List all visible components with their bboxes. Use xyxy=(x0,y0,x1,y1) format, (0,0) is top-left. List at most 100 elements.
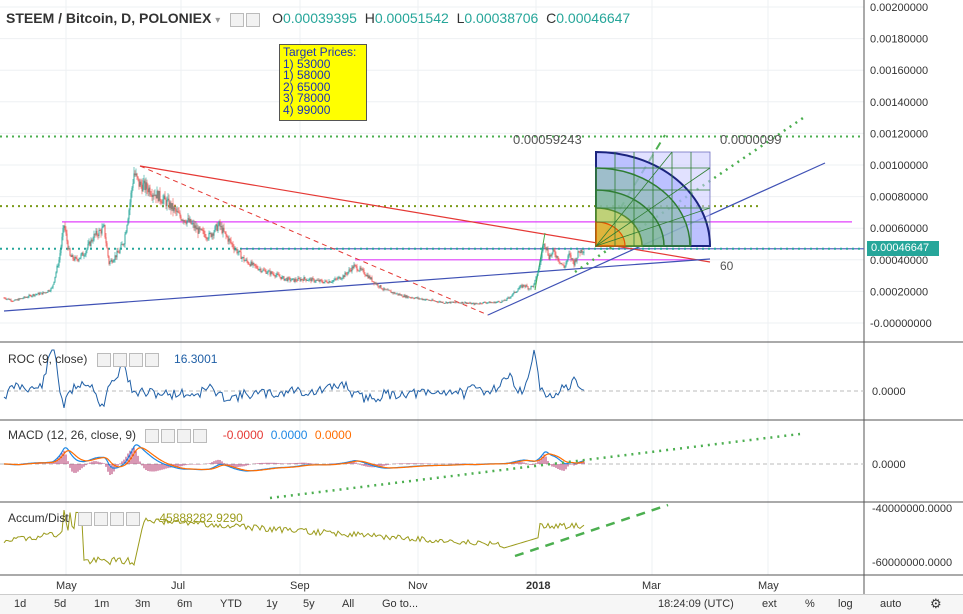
plus-icon[interactable] xyxy=(128,353,143,368)
range-all[interactable]: All xyxy=(342,598,355,610)
gear-icon[interactable]: ⚙ xyxy=(930,596,942,611)
candle-body xyxy=(548,255,550,260)
candle-body xyxy=(420,298,422,300)
candle-body xyxy=(230,240,232,243)
price-axis[interactable]: -0.00000000 0.00020000 0.00040000 0.0006000… xyxy=(870,2,932,330)
roc-title[interactable]: ROC (9, close) xyxy=(8,352,88,366)
eye-icon[interactable] xyxy=(145,429,160,444)
eye-icon[interactable] xyxy=(230,13,245,28)
symbol-title[interactable]: STEEM / Bitcoin, D, POLONIEX xyxy=(6,10,212,26)
candle-body xyxy=(424,299,426,301)
candle-body xyxy=(155,194,157,199)
candle-body xyxy=(289,277,291,281)
candle-body xyxy=(132,183,134,188)
candle-body xyxy=(103,224,105,226)
close-value: 0.00046647 xyxy=(556,10,631,26)
plus-icon[interactable] xyxy=(110,512,125,527)
candle-body xyxy=(26,297,28,299)
candle-body xyxy=(199,227,201,230)
gear-icon[interactable] xyxy=(94,512,109,527)
price-tick-label: -0.00000000 xyxy=(870,318,932,330)
candle-body xyxy=(94,233,96,235)
accum-dashed-trendline[interactable] xyxy=(514,503,669,558)
candle-body xyxy=(482,302,484,304)
target-prices-note[interactable]: Target Prices: 1) 53000 1) 58000 2) 6500… xyxy=(279,44,367,121)
candle-body xyxy=(472,303,474,305)
accum-title[interactable]: Accum/Dist xyxy=(8,511,69,525)
auto-toggle[interactable]: auto xyxy=(880,598,902,610)
candle-body xyxy=(554,250,556,255)
ext-toggle[interactable]: ext xyxy=(762,598,777,610)
candle-body xyxy=(444,302,446,304)
macd-dotted-trendline[interactable] xyxy=(269,432,801,500)
percent-toggle[interactable]: % xyxy=(805,598,815,610)
candle-body xyxy=(153,194,155,196)
candle-body xyxy=(529,288,531,290)
range-3m[interactable]: 3m xyxy=(135,598,151,610)
candle-body xyxy=(443,303,445,304)
close-icon[interactable] xyxy=(144,353,159,368)
candle-body xyxy=(193,223,195,228)
range-ytd[interactable]: YTD xyxy=(220,598,242,610)
symbol-dropdown-icon[interactable]: ▾ xyxy=(215,15,221,26)
plus-icon[interactable] xyxy=(177,429,192,444)
candle-body xyxy=(267,271,269,273)
gear-icon[interactable] xyxy=(112,353,127,368)
log-toggle[interactable]: log xyxy=(838,598,853,610)
range-1m[interactable]: 1m xyxy=(94,598,110,610)
candle-body xyxy=(306,280,308,282)
close-icon[interactable] xyxy=(126,512,141,527)
candle-body xyxy=(61,236,63,247)
candle-body xyxy=(282,276,284,278)
candle-body xyxy=(439,301,441,303)
gear-icon[interactable] xyxy=(161,429,176,444)
roc-icons xyxy=(96,352,161,368)
candle-body xyxy=(13,300,15,302)
candle-body xyxy=(433,300,435,302)
range-5y[interactable]: 5y xyxy=(303,598,315,610)
candle-body xyxy=(465,302,467,304)
gear-icon[interactable] xyxy=(246,13,261,28)
candle-body xyxy=(222,227,224,234)
candle-body xyxy=(325,280,327,282)
candle-body xyxy=(391,292,393,293)
dashed-trendline xyxy=(139,165,489,316)
candle-body xyxy=(568,253,570,256)
eye-icon[interactable] xyxy=(96,353,111,368)
candle-body xyxy=(23,296,25,299)
price-tick-label: 0.00200000 xyxy=(870,2,928,14)
eye-icon[interactable] xyxy=(78,512,93,527)
close-icon[interactable] xyxy=(193,429,208,444)
candle-body xyxy=(163,195,165,200)
candle-body xyxy=(83,255,85,257)
candle-body xyxy=(531,285,533,287)
gann-box[interactable] xyxy=(595,150,712,247)
candle-body xyxy=(392,292,394,294)
candle-body xyxy=(456,301,458,303)
range-1y[interactable]: 1y xyxy=(266,598,278,610)
candle-body xyxy=(125,231,127,235)
time-axis[interactable]: May Jul Sep Nov 2018 Mar May xyxy=(56,580,779,592)
price-tick-label: 0.00120000 xyxy=(870,128,928,140)
macd-title[interactable]: MACD (12, 26, close, 9) xyxy=(8,428,137,442)
range-6m[interactable]: 6m xyxy=(177,598,193,610)
candle-body xyxy=(258,269,260,271)
candlestick-series[interactable] xyxy=(3,166,585,306)
candle-body xyxy=(297,278,299,281)
candle-body xyxy=(569,253,571,255)
candle-body xyxy=(553,249,555,251)
macd-value: 0.0000 xyxy=(270,428,308,442)
candle-body xyxy=(562,264,564,266)
goto-button[interactable]: Go to... xyxy=(382,598,419,610)
macd-signal-line[interactable] xyxy=(4,447,585,472)
candle-body xyxy=(383,288,385,290)
candle-body xyxy=(395,293,397,295)
candle-body xyxy=(315,280,317,282)
candle-body xyxy=(3,297,5,299)
range-5d[interactable]: 5d xyxy=(54,598,67,610)
accum-line[interactable] xyxy=(3,510,585,567)
candle-body xyxy=(361,269,363,270)
range-1d[interactable]: 1d xyxy=(14,598,27,610)
roc-line[interactable] xyxy=(3,349,585,409)
